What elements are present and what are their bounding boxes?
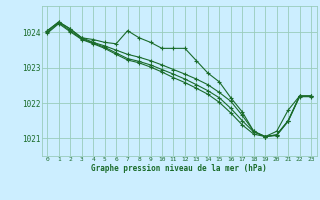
X-axis label: Graphe pression niveau de la mer (hPa): Graphe pression niveau de la mer (hPa) [91, 164, 267, 173]
